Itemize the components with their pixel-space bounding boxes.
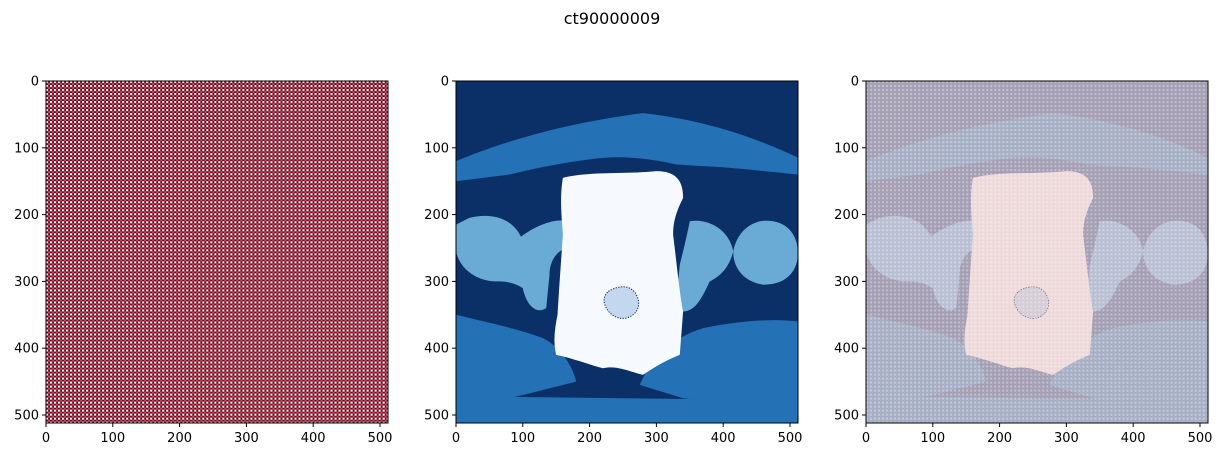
- panel-labelmap-x-tick-label: 0: [452, 431, 460, 446]
- panel-labelmap-y-tick-label: 500: [424, 408, 449, 423]
- panel-overlay: [866, 81, 1209, 424]
- panel-overlay-x-tick-label: 400: [1121, 431, 1146, 446]
- panel-image-x-tick-label: 0: [42, 431, 50, 446]
- panel-labelmap-y-tick-label: 400: [424, 342, 449, 357]
- panel-labelmap-y-tick-label: 100: [424, 141, 449, 156]
- panel-image-x-tick-label: 300: [234, 431, 259, 446]
- panel-overlay-y-tick-label: 400: [834, 342, 859, 357]
- panel-image-x-tick-label: 500: [368, 431, 393, 446]
- panel-image-y-tick-label: 200: [14, 208, 39, 223]
- panel-overlay-x-tick-label: 300: [1054, 431, 1079, 446]
- panel-labelmap-x-tick-label: 300: [644, 431, 669, 446]
- panel-overlay-x-tick-label: 100: [920, 431, 945, 446]
- panel-image-y-tick-label: 500: [14, 408, 39, 423]
- panel-labelmap-x-tick-label: 400: [711, 431, 736, 446]
- overlay-checkerboard: [866, 81, 1209, 424]
- panel-overlay-x-tick-label: 200: [987, 431, 1012, 446]
- panel-image-y-tick-label: 300: [14, 275, 39, 290]
- panel-labelmap-x-tick-label: 200: [577, 431, 602, 446]
- panel-image: [46, 81, 389, 424]
- panel-labelmap-frame: [455, 80, 799, 424]
- panel-overlay-y-tick-label: 0: [851, 75, 859, 90]
- panel-image-y-tick-label: 100: [14, 141, 39, 156]
- panel-labelmap-x-tick-label: 100: [510, 431, 535, 446]
- panel-overlay-y-tick-label: 200: [834, 208, 859, 223]
- panel-image-y-tick-label: 0: [31, 75, 39, 90]
- panel-image-frame: [45, 80, 389, 424]
- panel-overlay-y-tick-label: 500: [834, 408, 859, 423]
- panel-labelmap-y-tick-label: 300: [424, 275, 449, 290]
- panel-overlay-y-tick-label: 100: [834, 141, 859, 156]
- panel-image-x-tick-label: 200: [167, 431, 192, 446]
- panel-overlay-x-tick-label: 500: [1188, 431, 1213, 446]
- panel-image-x-tick-label: 100: [100, 431, 125, 446]
- panel-image-x-tick-label: 400: [301, 431, 326, 446]
- panel-overlay-y-tick-label: 300: [834, 275, 859, 290]
- panel-overlay-x-tick-label: 0: [862, 431, 870, 446]
- panel-labelmap-y-tick-label: 200: [424, 208, 449, 223]
- checkerboard-image: [46, 81, 389, 424]
- panel-image-y-tick-label: 400: [14, 342, 39, 357]
- figure-title: ct90000009: [564, 9, 661, 28]
- panel-labelmap-x-tick-label: 500: [778, 431, 803, 446]
- panel-labelmap: [456, 81, 799, 424]
- panel-overlay-frame: [865, 80, 1209, 424]
- panel-labelmap-y-tick-label: 0: [441, 75, 449, 90]
